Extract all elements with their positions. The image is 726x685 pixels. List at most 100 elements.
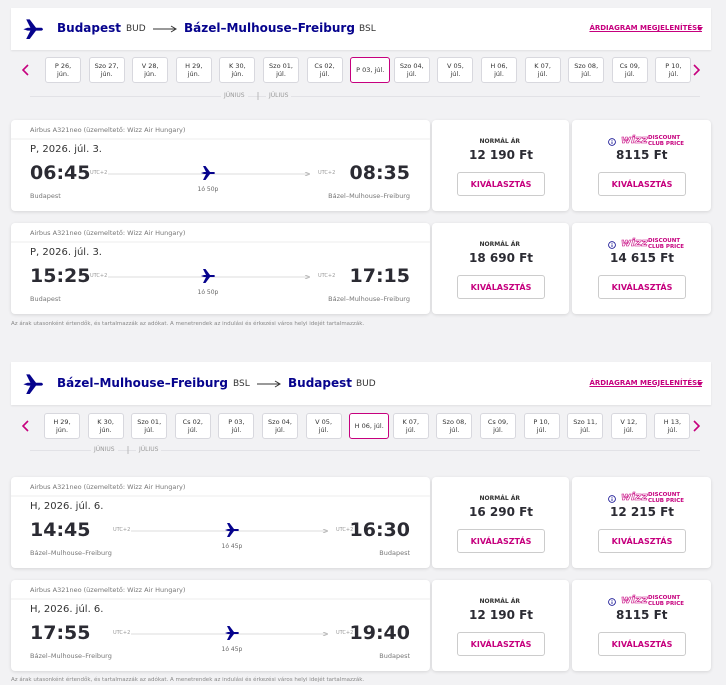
select-button[interactable]: KIVÁLASZTÁS (457, 632, 545, 656)
date-chip[interactable]: K 07, júl. (392, 413, 429, 439)
plane-icon (225, 523, 239, 537)
fare-price: 18 690 Ft (469, 251, 534, 265)
price-chart-link[interactable]: ÁRDIAGRAM MEGJELENÍTÉSE (589, 24, 702, 32)
fare-price: 12 190 Ft (469, 608, 534, 622)
select-button[interactable]: KIVÁLASZTÁS (457, 275, 545, 299)
date-chip[interactable]: P 10, júl. (655, 57, 692, 83)
date-chip[interactable]: H 29, jún. (175, 57, 212, 83)
departure-time: 14:45 (30, 519, 91, 541)
date-chip[interactable]: H 13, júl. (654, 413, 691, 439)
date-chip[interactable]: Szo 01, júl. (131, 413, 168, 439)
chevron-right (693, 420, 700, 432)
info-icon (608, 241, 616, 249)
header-bar (11, 362, 711, 405)
date-chip[interactable]: P 03, júl. (218, 413, 255, 439)
date-chip[interactable]: Cs 09, júl. (480, 413, 516, 439)
destination-code: BUD (356, 378, 376, 389)
date-chip[interactable]: Cs 02, júl. (174, 413, 211, 439)
arrival-tz: UTC+2 (336, 630, 354, 636)
route-arrow (257, 380, 281, 387)
origin: Bázel–Mulhouse–Freiburg (30, 549, 112, 557)
club-brand: wizz (621, 236, 648, 250)
club-brand: wizz (621, 490, 648, 504)
month-divider (30, 96, 700, 97)
header-bar (11, 8, 711, 50)
origin-code: BSL (233, 378, 250, 389)
plane-icon (225, 626, 239, 640)
fare-panel (432, 477, 569, 568)
fare-label: NORMÁL ÁR (479, 495, 521, 502)
flight-date: P, 2026. júl. 3. (30, 144, 102, 155)
date-chip[interactable]: Szo 11, júl. (567, 413, 604, 439)
date-chip[interactable]: V 12, júl. (610, 413, 647, 439)
date-chip[interactable]: Szo 27, jún. (88, 57, 125, 83)
club-label: DISCOUNT (648, 238, 681, 244)
flight-date: H, 2026. júl. 6. (30, 604, 104, 615)
date-chip[interactable]: K 30, jún. (219, 57, 256, 83)
departure-tz: UTC+2 (90, 170, 108, 176)
flight-card (11, 580, 430, 671)
arrival-tz: UTC+2 (336, 527, 354, 533)
destination: Bázel–Mulhouse–Freiburg (328, 295, 410, 303)
month-label: JÚNIUS (221, 92, 248, 99)
flight-date: H, 2026. júl. 6. (30, 501, 104, 512)
destination: Budapest (379, 652, 410, 660)
date-chip[interactable]: Szo 01, júl. (263, 57, 299, 83)
link-caret (697, 381, 703, 386)
duration: 1ó 45p (221, 543, 243, 550)
chevron-left (22, 64, 29, 76)
route-arrow (153, 25, 177, 33)
departure-tz: UTC+2 (90, 273, 108, 279)
date-chip[interactable]: P 03, júl. (350, 57, 391, 83)
arrival-time: 08:35 (349, 162, 410, 184)
club-brand: wizz (621, 133, 648, 147)
month-label: JÚLIUS (266, 92, 292, 99)
fare-label: NORMÁL ÁR (479, 138, 521, 145)
club-brand: wizz (621, 593, 648, 607)
date-chip[interactable]: Cs 09, júl. (611, 57, 648, 83)
departure-tz: UTC+2 (113, 630, 131, 636)
select-button[interactable]: KIVÁLASZTÁS (598, 529, 686, 553)
date-chip[interactable]: H 06, júl. (481, 57, 517, 83)
month-label: JÚNIUS (91, 446, 118, 453)
date-chip[interactable]: Cs 02, júl. (306, 57, 343, 83)
departure-time: 17:55 (30, 622, 91, 644)
date-chip[interactable]: H 29, jún. (44, 413, 80, 439)
select-button[interactable]: KIVÁLASZTÁS (598, 172, 686, 196)
select-button[interactable]: KIVÁLASZTÁS (598, 632, 686, 656)
date-chip[interactable]: Szo 04, júl. (262, 413, 298, 439)
select-button[interactable]: KIVÁLASZTÁS (457, 172, 545, 196)
select-button[interactable]: KIVÁLASZTÁS (457, 529, 545, 553)
flight-card (11, 120, 430, 211)
duration: 1ó 50p (197, 186, 219, 193)
date-chip[interactable]: Szo 08, júl. (436, 413, 473, 439)
date-chip[interactable]: Szo 04, júl. (393, 57, 430, 83)
fare-price: 16 290 Ft (469, 505, 534, 519)
chevron-left (22, 420, 29, 432)
date-chip[interactable]: H 06, júl. (349, 413, 390, 439)
club-label: CLUB PRICE (648, 244, 685, 250)
destination-city: Budapest (288, 375, 352, 390)
duration: 1ó 50p (197, 289, 219, 296)
date-chip[interactable]: V 28, jún. (132, 57, 169, 83)
chevron-right (693, 64, 700, 76)
origin: Bázel–Mulhouse–Freiburg (30, 652, 112, 660)
link-caret (697, 27, 703, 31)
fare-price: 12 190 Ft (469, 148, 534, 162)
date-chip[interactable]: K 30, jún. (87, 413, 124, 439)
price-chart-link[interactable]: ÁRDIAGRAM MEGJELENÍTÉSE (589, 378, 702, 387)
date-chip[interactable]: K 07, júl. (524, 57, 561, 83)
date-chip[interactable]: P 26, jún. (45, 57, 81, 83)
destination: Bázel–Mulhouse–Freiburg (328, 192, 410, 200)
club-label: CLUB PRICE (648, 601, 685, 607)
fare-panel (432, 223, 569, 314)
date-chip[interactable]: V 05, júl. (305, 413, 342, 439)
date-chip[interactable]: P 10, júl. (523, 413, 560, 439)
plane-icon (23, 373, 43, 394)
flight-card (11, 477, 430, 568)
select-button[interactable]: KIVÁLASZTÁS (598, 275, 686, 299)
date-chip[interactable]: V 05, júl. (437, 57, 474, 83)
operator: Airbus A321neo (üzemeltető: Wizz Air Hun… (30, 229, 186, 237)
date-chip[interactable]: Szo 08, júl. (568, 57, 605, 83)
arrival-tz: UTC+2 (318, 170, 336, 176)
